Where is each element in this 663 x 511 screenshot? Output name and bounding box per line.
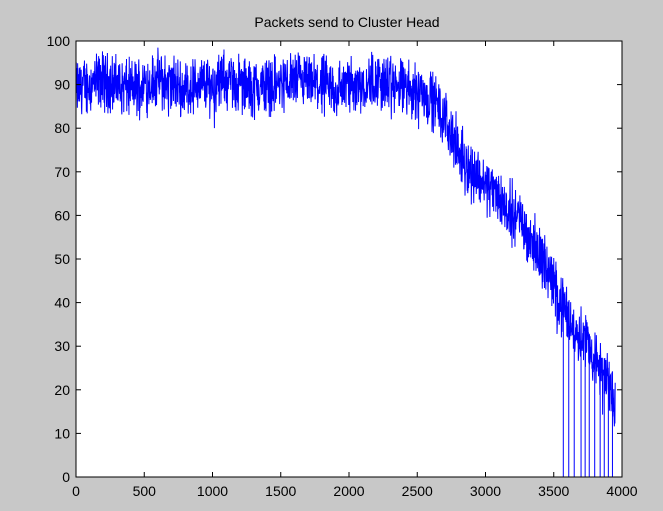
series-line [75,47,616,477]
x-tick-label: 1500 [265,483,296,499]
y-tick-label: 60 [54,207,70,223]
x-tick-label: 500 [133,483,157,499]
chart-title: Packets send to Cluster Head [254,14,439,30]
x-tick-label: 1000 [197,483,228,499]
series-layer [75,47,616,477]
y-tick-label: 40 [54,295,70,311]
y-tick-label: 80 [54,120,70,136]
x-tick-label: 2000 [333,483,364,499]
y-axis: 0 10 20 30 40 50 60 70 80 90 100 [47,33,622,485]
plot-area [76,41,622,477]
y-tick-label: 20 [54,382,70,398]
x-tick-label: 2500 [402,483,433,499]
x-tick-label: 3500 [538,483,569,499]
y-tick-label: 70 [54,164,70,180]
x-tick-label: 3000 [470,483,501,499]
y-tick-label: 90 [54,77,70,93]
y-tick-label: 10 [54,425,70,441]
y-tick-label: 0 [62,469,70,485]
x-axis: 0 500 1000 1500 2000 2500 3000 3500 4000 [72,41,638,499]
y-tick-label: 50 [54,251,70,267]
x-tick-label: 0 [72,483,80,499]
x-tick-label: 4000 [606,483,637,499]
y-tick-label: 30 [54,338,70,354]
y-tick-label: 100 [47,33,71,49]
